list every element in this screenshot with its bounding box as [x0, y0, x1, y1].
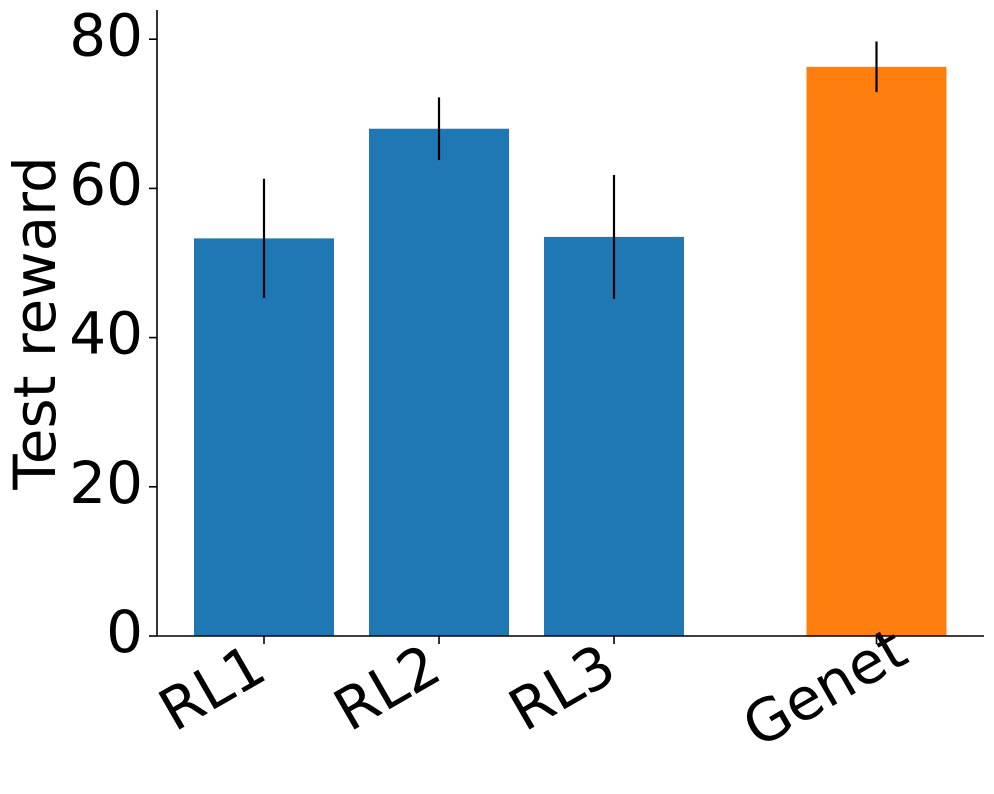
bar-rl3 [544, 236, 684, 636]
y-tick-label-0: 0 [106, 598, 143, 666]
y-tick-label-20: 20 [69, 449, 143, 517]
x-tick-label-rl2: RL2 [323, 631, 452, 745]
errorbars-group [262, 41, 878, 299]
x-tick-label-rl3: RL3 [498, 631, 627, 745]
bar-rl2 [369, 128, 509, 636]
y-tick-label-60: 60 [69, 151, 143, 219]
y-ticks-group: 0 20 40 60 80 [69, 1, 157, 666]
y-tick-label-40: 40 [69, 300, 143, 368]
y-axis-title: Test reward [1, 156, 69, 491]
bar-genet [806, 66, 947, 636]
y-tick-label-80: 80 [69, 1, 143, 69]
bar-rl1 [194, 238, 334, 636]
x-tick-label-rl1: RL1 [148, 631, 277, 745]
bars-group [194, 66, 947, 636]
